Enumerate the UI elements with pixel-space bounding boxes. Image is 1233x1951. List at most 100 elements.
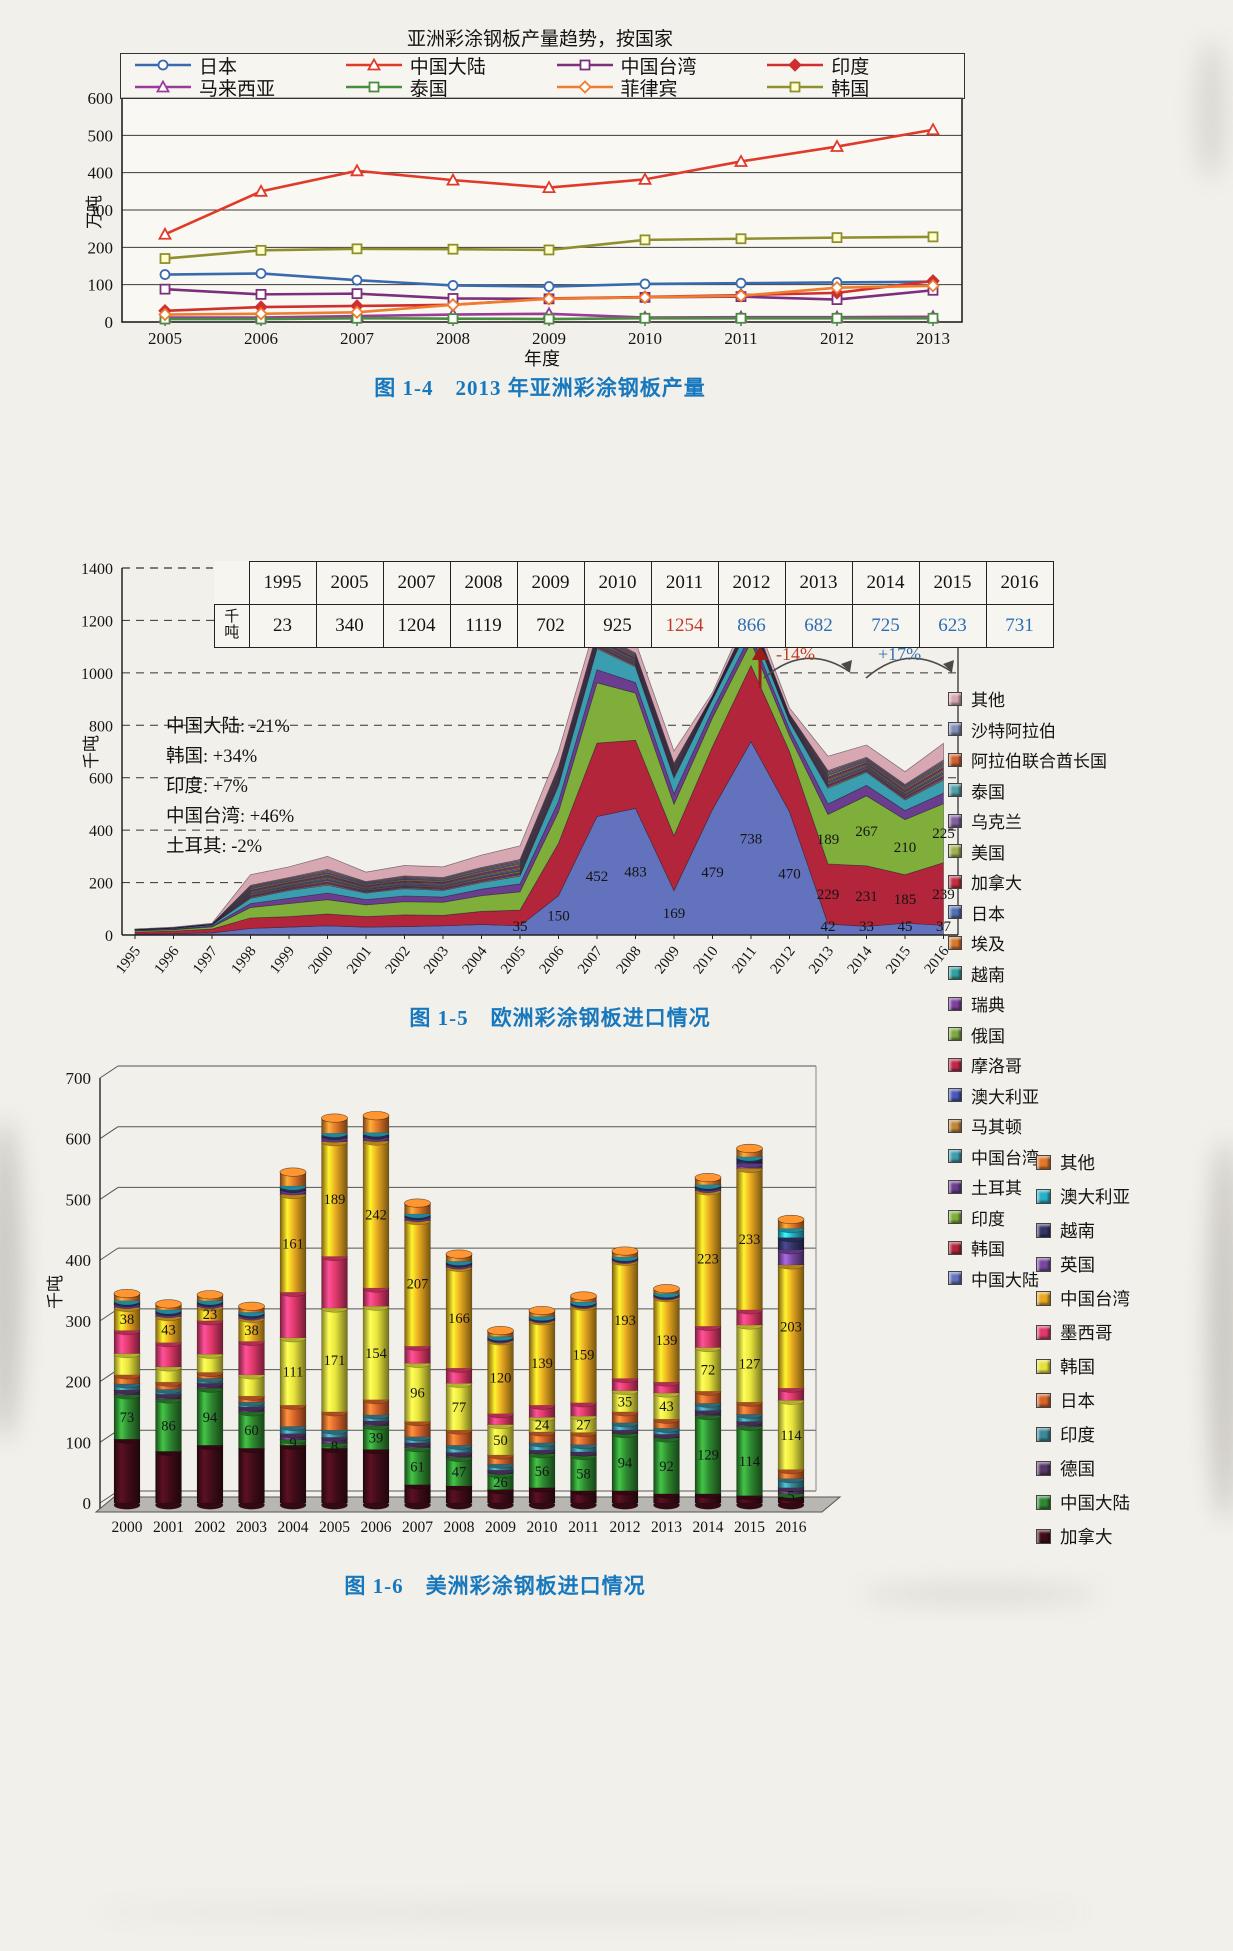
fig15-legend-label: 日本: [971, 904, 1005, 924]
fig15-legend-label: 其他: [971, 691, 1005, 710]
marker-diamond: [446, 298, 460, 312]
fig15-xtick-label: 2014: [845, 943, 876, 977]
fig14-legend-label: 印度: [831, 56, 870, 78]
fig14-ytick-label: 300: [88, 201, 114, 220]
fig16-value-label: 114: [739, 1454, 761, 1470]
bar-segment: [362, 1449, 390, 1504]
bar-segment: [155, 1451, 182, 1504]
fig15-value-label: 45: [898, 919, 913, 935]
marker-square: [639, 312, 651, 324]
fig16-value-label: 120: [490, 1370, 512, 1386]
marker-circle: [159, 269, 171, 280]
square-marker-icon: [579, 59, 590, 71]
fig15-xtick-label: 2007: [575, 943, 606, 977]
bar-segment: [653, 1297, 680, 1383]
fig15-legend-item: 乌克兰: [948, 808, 1107, 833]
square-marker-icon: [789, 81, 801, 93]
fig14-xtick-label: 2008: [436, 329, 470, 348]
fig15-xtick-label: 1999: [267, 944, 298, 977]
fig15-legend-item: 越南: [948, 961, 1107, 986]
pct-up-arrowhead-icon: [943, 660, 954, 672]
legend-swatch-icon: [948, 783, 962, 797]
fig16-xtick-label: 2002: [195, 1519, 226, 1536]
cylinder-cap: [196, 1290, 224, 1300]
scan-smudge: [90, 1905, 1090, 1919]
marker-circle: [639, 278, 651, 290]
marker-triangle: [349, 163, 365, 177]
fig16-legend-item: 其他: [1036, 1150, 1130, 1175]
marker-square: [735, 312, 747, 324]
fig16-xtick-label: 2009: [485, 1519, 516, 1536]
bar-segment: [321, 1448, 348, 1504]
fig16-value-label: 43: [659, 1399, 674, 1415]
fig15-xtick-label: 1996: [152, 943, 183, 977]
circle-marker-icon: [157, 59, 169, 71]
fig15-xtick-label: 1995: [113, 944, 144, 977]
legend-swatch-icon: [1036, 1155, 1051, 1170]
legend-swatch-icon: [948, 1149, 962, 1163]
fig14-legend: 日本 中国大陆 中国台湾 印度 马来西亚 泰国 菲律宾 韩国: [120, 53, 965, 100]
table-year-cell: 2011: [650, 561, 719, 605]
fig16-legend-label: 中国台湾: [1060, 1289, 1130, 1309]
fig15-ytick-label: 1000: [81, 666, 113, 683]
bar-segment: [321, 1307, 348, 1413]
fig16-legend-label: 印度: [1060, 1425, 1095, 1445]
bar-segment: [196, 1388, 224, 1446]
bar-segment: [736, 1324, 763, 1403]
legend-swatch-icon: [1036, 1529, 1051, 1544]
fig15-ytick-label: 200: [89, 876, 113, 893]
bar-segment: [238, 1411, 265, 1449]
fig15-legend-item: 泰国: [948, 778, 1107, 803]
pct-increase-label: +17%: [878, 644, 922, 664]
fig16-ytick-label: 600: [66, 1130, 92, 1149]
table-value-cell: 682: [784, 604, 853, 648]
bar-segment: [487, 1340, 514, 1414]
fig15-xtick-label: 2011: [729, 944, 760, 977]
pct-down-arc-icon: [763, 657, 851, 679]
legend-swatch-icon: [948, 1271, 962, 1285]
fig15-legend-item: 印度: [948, 1205, 1107, 1230]
fig15-legend-label: 美国: [971, 843, 1005, 863]
legend-swatch-icon: [948, 966, 962, 980]
table-year-cell: 2009: [516, 561, 585, 605]
fig16-legend-label: 日本: [1060, 1391, 1095, 1411]
country-change-line: 中国台湾: +46%: [166, 807, 295, 827]
marker-square: [831, 312, 843, 324]
fig16-value-label: 193: [614, 1313, 636, 1329]
fig16-value-label: 35: [618, 1394, 633, 1410]
fig16-legend-item: 越南: [1036, 1218, 1130, 1243]
fig16-xtick-label: 2007: [402, 1519, 433, 1536]
fig16-xtick-label: 2014: [693, 1519, 724, 1536]
fig16-legend-label: 越南: [1060, 1221, 1095, 1241]
legend-swatch-icon: [948, 1057, 962, 1072]
table-year-cell: 2016: [985, 561, 1054, 605]
fig16-legend-item: 中国台湾: [1036, 1286, 1130, 1311]
marker-circle: [351, 274, 363, 286]
marker-square: [927, 312, 939, 324]
fig16-legend-item: 英国: [1036, 1252, 1130, 1277]
fig15-value-label: 267: [855, 824, 878, 840]
fig16-grid-connector: [99, 1247, 119, 1261]
marker-square: [351, 288, 363, 300]
fig15-legend-item: 阿拉伯联合酋长国: [948, 747, 1107, 772]
fig16-xtick-label: 2012: [610, 1519, 641, 1536]
bar-segment: [404, 1220, 431, 1347]
fig15-legend-item: 瑞典: [948, 991, 1107, 1016]
table-value-cell: 1254: [650, 604, 719, 648]
scan-smudge: [0, 1120, 22, 1440]
fig15-legend-label: 阿拉伯联合酋长国: [971, 752, 1107, 771]
fig16-legend-label: 澳大利亚: [1060, 1187, 1130, 1207]
bar-segment: [279, 1337, 307, 1406]
legend-swatch-icon: [948, 1027, 962, 1041]
fig15-ytick-label: 400: [89, 823, 113, 840]
fig15-legend-item: 中国台湾: [948, 1144, 1107, 1169]
cylinder-cap: [279, 1167, 307, 1177]
fig16-value-label: 27: [576, 1417, 591, 1433]
fig16-xtick-label: 2015: [734, 1519, 765, 1536]
fig15-value-label: 33: [859, 919, 874, 935]
fig16-ytick-label: 200: [66, 1373, 92, 1392]
marker-diamond: [926, 279, 940, 293]
fig15-legend-item: 澳大利亚: [948, 1083, 1107, 1108]
fig16-value-label: 242: [365, 1208, 387, 1224]
country-change-line: 土耳其: -2%: [166, 837, 263, 857]
